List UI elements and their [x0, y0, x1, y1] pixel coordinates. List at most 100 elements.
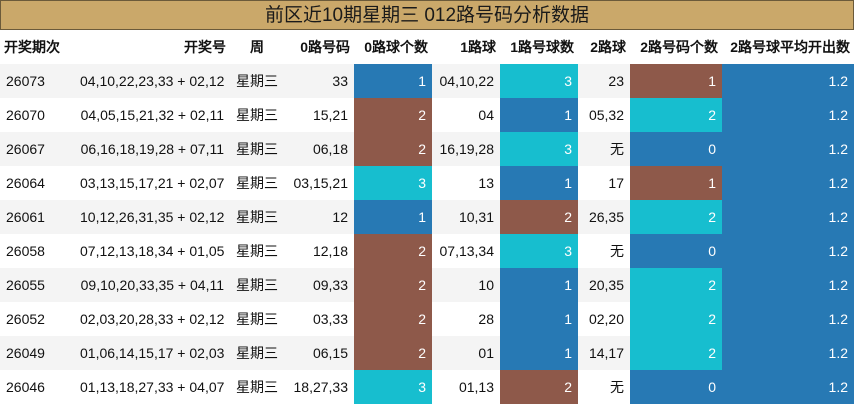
cell-route2-numbers: 20,35: [578, 268, 630, 302]
cell-route0-count: 2: [354, 98, 432, 132]
cell-route2-numbers: 无: [578, 132, 630, 166]
cell-route1-count: 3: [500, 132, 578, 166]
table-row: 26049 01,06,14,15,17 + 02,03 星期三 06,15 2 01 1 1…: [0, 336, 854, 370]
cell-route0-count: 3: [354, 166, 432, 200]
cell-issue: 26058: [0, 234, 74, 268]
cell-route0-count: 2: [354, 302, 432, 336]
cell-week: 星期三: [230, 64, 284, 98]
cell-route2-numbers: 无: [578, 234, 630, 268]
cell-route2-average: 1.2: [722, 370, 854, 404]
header-row: 开奖期次 开奖号 周 0路号码 0路球个数 1路球 1路号球数 2路球 2路号码…: [0, 30, 854, 64]
cell-route2-count: 0: [630, 370, 722, 404]
cell-route0-numbers: 06,18: [284, 132, 354, 166]
cell-numbers: 04,10,22,23,33 + 02,12: [74, 64, 230, 98]
cell-numbers: 01,06,14,15,17 + 02,03: [74, 336, 230, 370]
cell-route1-numbers: 10: [432, 268, 500, 302]
cell-route2-average: 1.2: [722, 98, 854, 132]
cell-route1-numbers: 01: [432, 336, 500, 370]
cell-route0-count: 1: [354, 200, 432, 234]
cell-numbers: 02,03,20,28,33 + 02,12: [74, 302, 230, 336]
cell-route1-numbers: 04: [432, 98, 500, 132]
cell-issue: 26046: [0, 370, 74, 404]
cell-issue: 26061: [0, 200, 74, 234]
cell-route2-count: 2: [630, 268, 722, 302]
cell-route2-numbers: 23: [578, 64, 630, 98]
cell-route0-numbers: 03,15,21: [284, 166, 354, 200]
cell-route1-count: 1: [500, 98, 578, 132]
header-route1-numbers: 1路球: [460, 39, 496, 55]
cell-issue: 26049: [0, 336, 74, 370]
header-route1-count: 1路号球数: [510, 39, 574, 55]
table-row: 26055 09,10,20,33,35 + 04,11 星期三 09,33 2 10 1 2…: [0, 268, 854, 302]
header-issue: 开奖期次: [4, 39, 60, 55]
cell-week: 星期三: [230, 166, 284, 200]
cell-route2-count: 2: [630, 98, 722, 132]
table-row: 26067 06,16,18,19,28 + 07,11 星期三 06,18 2 16,1…: [0, 132, 854, 166]
cell-issue: 26073: [0, 64, 74, 98]
cell-route0-count: 1: [354, 64, 432, 98]
cell-route1-numbers: 04,10,22: [432, 64, 500, 98]
cell-week: 星期三: [230, 336, 284, 370]
cell-week: 星期三: [230, 200, 284, 234]
cell-week: 星期三: [230, 370, 284, 404]
cell-numbers: 09,10,20,33,35 + 04,11: [74, 268, 230, 302]
cell-route1-count: 1: [500, 166, 578, 200]
cell-numbers: 04,05,15,21,32 + 02,11: [74, 98, 230, 132]
cell-route2-count: 2: [630, 336, 722, 370]
cell-route1-count: 2: [500, 370, 578, 404]
cell-route0-count: 3: [354, 370, 432, 404]
cell-route0-numbers: 09,33: [284, 268, 354, 302]
cell-route1-count: 3: [500, 234, 578, 268]
cell-route0-numbers: 03,33: [284, 302, 354, 336]
cell-route1-count: 1: [500, 336, 578, 370]
cell-route1-numbers: 16,19,28: [432, 132, 500, 166]
cell-issue: 26064: [0, 166, 74, 200]
cell-route1-count: 2: [500, 200, 578, 234]
cell-route1-count: 1: [500, 302, 578, 336]
data-table: 开奖期次 开奖号 周 0路号码 0路球个数 1路球 1路号球数 2路球 2路号码…: [0, 30, 854, 404]
cell-route0-count: 2: [354, 132, 432, 166]
cell-week: 星期三: [230, 98, 284, 132]
table-row: 26052 02,03,20,28,33 + 02,12 星期三 03,33 2 28 1 0…: [0, 302, 854, 336]
header-route2-numbers: 2路球: [590, 39, 626, 55]
cell-route0-count: 2: [354, 336, 432, 370]
cell-route2-count: 2: [630, 302, 722, 336]
cell-issue: 26070: [0, 98, 74, 132]
cell-route2-numbers: 17: [578, 166, 630, 200]
cell-route0-numbers: 06,15: [284, 336, 354, 370]
cell-route0-numbers: 12: [284, 200, 354, 234]
cell-route2-count: 1: [630, 166, 722, 200]
cell-route0-numbers: 12,18: [284, 234, 354, 268]
cell-route2-average: 1.2: [722, 336, 854, 370]
header-route2-count: 2路号码个数: [640, 39, 718, 55]
header-route0-count: 0路球个数: [364, 39, 428, 55]
cell-route1-count: 3: [500, 64, 578, 98]
cell-week: 星期三: [230, 132, 284, 166]
cell-route2-count: 0: [630, 132, 722, 166]
cell-route0-count: 2: [354, 234, 432, 268]
cell-route1-numbers: 13: [432, 166, 500, 200]
cell-route1-numbers: 01,13: [432, 370, 500, 404]
cell-route2-count: 0: [630, 234, 722, 268]
cell-route2-count: 2: [630, 200, 722, 234]
cell-route2-numbers: 05,32: [578, 98, 630, 132]
cell-issue: 26052: [0, 302, 74, 336]
cell-route1-numbers: 28: [432, 302, 500, 336]
cell-route0-numbers: 33: [284, 64, 354, 98]
table-row: 26070 04,05,15,21,32 + 02,11 星期三 15,21 2 04 1 0…: [0, 98, 854, 132]
cell-numbers: 10,12,26,31,35 + 02,12: [74, 200, 230, 234]
cell-issue: 26067: [0, 132, 74, 166]
cell-week: 星期三: [230, 302, 284, 336]
cell-route2-numbers: 14,17: [578, 336, 630, 370]
header-route0-numbers: 0路号码: [300, 39, 350, 55]
header-route2-average: 2路号球平均开出数: [730, 39, 850, 55]
cell-route0-count: 2: [354, 268, 432, 302]
cell-numbers: 01,13,18,27,33 + 04,07: [74, 370, 230, 404]
table-body: 26073 04,10,22,23,33 + 02,12 星期三 33 1 04,10,2…: [0, 64, 854, 404]
cell-week: 星期三: [230, 234, 284, 268]
cell-route2-count: 1: [630, 64, 722, 98]
cell-numbers: 03,13,15,17,21 + 02,07: [74, 166, 230, 200]
table-row: 26073 04,10,22,23,33 + 02,12 星期三 33 1 04,10,2…: [0, 64, 854, 98]
header-numbers: 开奖号: [184, 39, 226, 55]
cell-week: 星期三: [230, 268, 284, 302]
